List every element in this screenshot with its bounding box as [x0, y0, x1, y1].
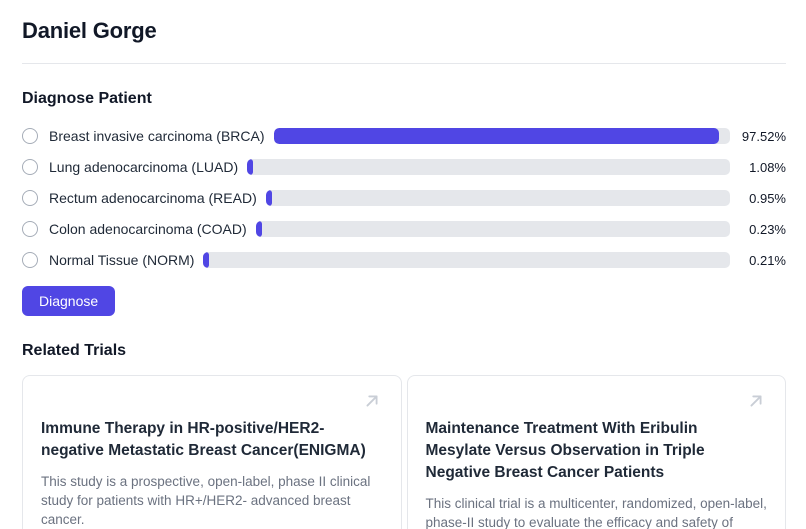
related-trials-title: Related Trials — [22, 342, 127, 359]
trial-card[interactable]: Maintenance Treatment With Eribulin Mesy… — [406, 375, 786, 529]
diagnose-section-title: Diagnose Patient — [22, 90, 152, 107]
prediction-radio-button[interactable] — [22, 252, 38, 268]
trial-title: Maintenance Treatment With Eribulin Mesy… — [425, 420, 705, 481]
prediction-bar-track — [247, 159, 730, 175]
prediction-row[interactable]: Colon adenocarcinoma (COAD) 0.23% — [22, 221, 786, 237]
prediction-row[interactable]: Rectum adenocarcinoma (READ) 0.95% — [22, 190, 786, 206]
prediction-bar-track — [203, 252, 730, 268]
prediction-percent: 0.95% — [749, 190, 786, 206]
prediction-radio-button[interactable] — [22, 128, 38, 144]
arrow-up-right-icon[interactable] — [361, 390, 383, 412]
prediction-row[interactable]: Normal Tissue (NORM) 0.21% — [22, 252, 786, 268]
card-arrow-container — [426, 390, 768, 412]
prediction-radio-button[interactable] — [22, 159, 38, 175]
related-trials-section: Related Trials Immune Therapy in HR-posi… — [22, 342, 786, 529]
prediction-percent: 1.08% — [749, 159, 786, 175]
trial-card-list: Immune Therapy in HR-positive/HER2-negat… — [22, 375, 786, 529]
prediction-radio-button[interactable] — [22, 221, 38, 237]
trial-description: This clinical trial is a multicenter, ra… — [425, 496, 767, 529]
prediction-label: Lung adenocarcinoma (LUAD) — [49, 159, 239, 175]
prediction-list: Breast invasive carcinoma (BRCA) 97.52% Lu… — [22, 128, 786, 268]
prediction-bar-fill — [255, 221, 262, 237]
prediction-label: Rectum adenocarcinoma (READ) — [49, 190, 257, 206]
prediction-bar-fill — [203, 252, 210, 268]
prediction-row[interactable]: Breast invasive carcinoma (BRCA) 97.52% — [22, 128, 786, 144]
prediction-percent: 0.21% — [749, 252, 786, 268]
page-title: Daniel Gorge — [22, 18, 157, 43]
prediction-label: Breast invasive carcinoma (BRCA) — [49, 128, 265, 144]
arrow-up-right-icon[interactable] — [745, 390, 767, 412]
diagnose-section: Diagnose Patient Breast invasive carcino… — [22, 90, 786, 316]
prediction-bar-fill — [273, 128, 719, 144]
trial-card[interactable]: Immune Therapy in HR-positive/HER2-negat… — [22, 375, 402, 529]
header-divider — [22, 63, 786, 64]
prediction-label: Colon adenocarcinoma (COAD) — [49, 221, 247, 237]
prediction-radio-button[interactable] — [22, 190, 38, 206]
prediction-bar-fill — [247, 159, 254, 175]
prediction-row[interactable]: Lung adenocarcinoma (LUAD) 1.08% — [22, 159, 786, 175]
prediction-bar-track — [265, 190, 730, 206]
prediction-bar-track — [273, 128, 730, 144]
card-arrow-container — [41, 390, 383, 412]
prediction-percent: 0.23% — [749, 221, 786, 237]
trial-description: This study is a prospective, open-label,… — [41, 474, 371, 527]
prediction-bar-fill — [265, 190, 272, 206]
prediction-percent: 97.52% — [741, 128, 786, 144]
diagnose-button[interactable]: Diagnose — [22, 286, 116, 316]
prediction-label: Normal Tissue (NORM) — [49, 252, 195, 268]
trial-title: Immune Therapy in HR-positive/HER2-negat… — [41, 420, 366, 459]
prediction-bar-track — [255, 221, 730, 237]
